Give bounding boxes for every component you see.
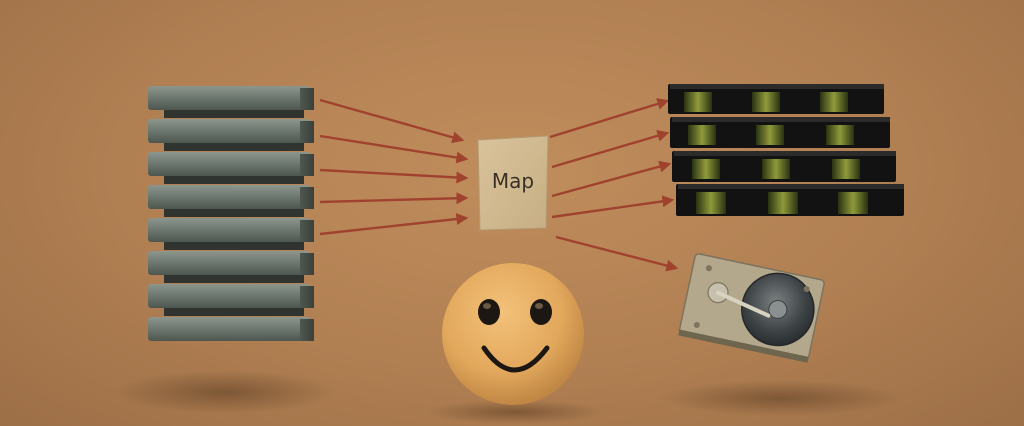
input-slab [148, 251, 314, 283]
input-slab [148, 119, 314, 151]
input-slab [148, 218, 314, 250]
stack-shadow [115, 370, 335, 414]
input-arrow [319, 98, 465, 144]
output-arrow [549, 98, 670, 139]
input-slab [148, 284, 314, 316]
input-arrow [319, 134, 469, 164]
hard-drive-icon [678, 253, 825, 363]
output-block-row [672, 151, 896, 182]
input-slab [148, 317, 314, 341]
output-blocks [668, 84, 904, 216]
output-block-row [676, 184, 904, 216]
output-block-row [668, 84, 884, 114]
output-arrows [549, 98, 679, 272]
storage-shadow [660, 380, 900, 416]
input-slab [148, 152, 314, 184]
input-arrows [319, 98, 469, 236]
output-arrow [555, 235, 679, 272]
smiley-face-icon [442, 263, 584, 405]
output-block-row [670, 117, 890, 148]
output-arrow [551, 160, 672, 198]
input-slab [148, 86, 314, 118]
map-label: Map [492, 169, 534, 193]
map-paper: Map [477, 135, 549, 231]
input-arrow [319, 213, 469, 236]
input-arrow [319, 168, 469, 184]
output-arrow [551, 195, 675, 219]
input-arrow [319, 192, 469, 205]
face-shadow [425, 400, 605, 424]
output-arrow [551, 129, 670, 169]
input-data-stack [148, 86, 314, 341]
input-slab [148, 185, 314, 217]
